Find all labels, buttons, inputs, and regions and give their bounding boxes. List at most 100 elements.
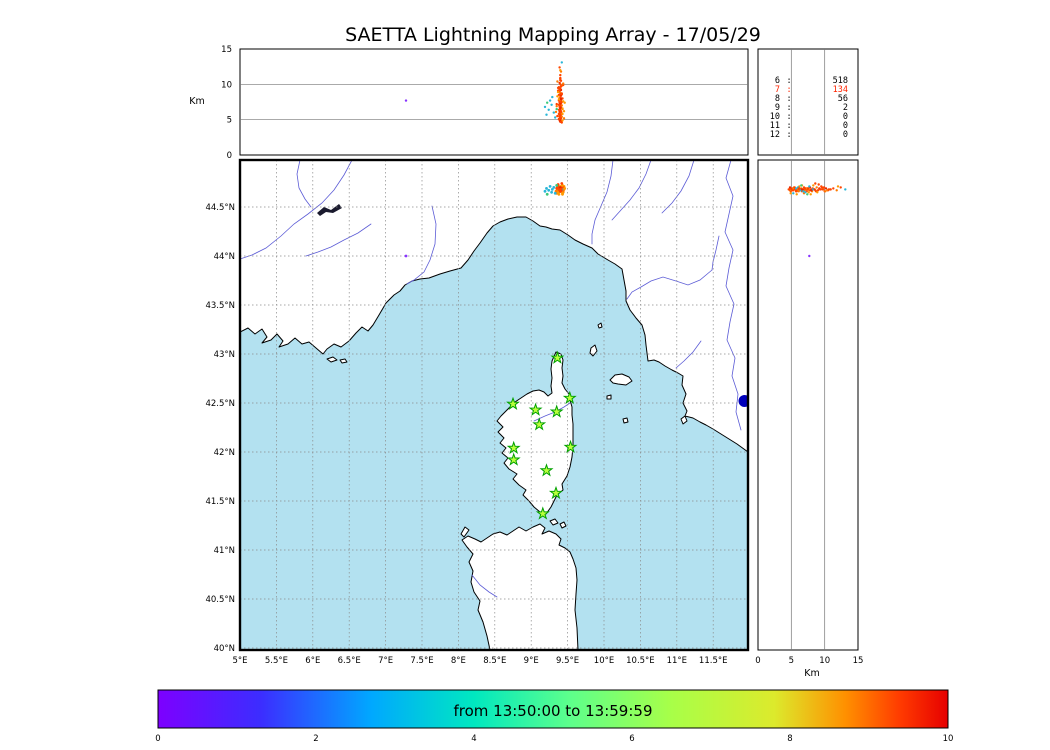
source-point-alt-lon [547, 108, 550, 112]
source-point-alt-lat [809, 193, 812, 196]
source-point-alt-lon [563, 101, 566, 104]
river-arno [626, 269, 713, 300]
colorbar: from 13:50:00 to 13:59:59 0 2 4 6 8 10 [155, 689, 953, 744]
source-point-alt-lon [556, 86, 560, 90]
source-point-map [548, 185, 552, 188]
map-lon-labels: 5°E 5.5°E 6°E 6.5°E 7°E 7.5°E 8°E 8.5°E 9°E 9.5°E… [232, 656, 727, 666]
stats-level: 7 [775, 85, 780, 95]
alt-xtick-label: 0 [755, 656, 760, 666]
lat-tick-label: 42°N [214, 448, 235, 458]
source-point-map [561, 191, 564, 195]
source-point-alt-lon [559, 113, 562, 116]
stats-row: 9: 2 [775, 103, 848, 113]
alt-ytick-label: 15 [221, 45, 232, 55]
source-point-alt-lat [808, 185, 811, 188]
stats-colon: : [786, 85, 791, 95]
stats-count: 56 [838, 94, 848, 104]
source-point-alt-lat [803, 187, 806, 190]
source-point-alt-lon [559, 93, 562, 96]
alt-lon-panel: 0 5 10 15 Km [189, 45, 749, 161]
source-point-alt-lon [562, 82, 565, 85]
lat-tick-label: 41°N [214, 546, 235, 556]
figure-title: SAETTA Lightning Mapping Array - 17/05/2… [345, 24, 761, 46]
lon-tick-label: 7°E [378, 656, 393, 666]
lon-tick-label: 10.5°E [626, 656, 655, 666]
island-giglio [680, 415, 688, 425]
source-point-alt-lon [545, 113, 548, 116]
lat-tick-label: 42.5°N [205, 399, 235, 409]
stats-frame [757, 48, 859, 156]
station-marker [506, 440, 521, 455]
source-point-alt-lon [559, 107, 562, 110]
island-gorgona [597, 322, 603, 329]
alt-lat-points [787, 182, 847, 258]
map-frame [238, 158, 750, 652]
source-point-map [550, 188, 554, 191]
source-point-alt-lat [797, 190, 800, 193]
source-point-alt-lat [789, 192, 792, 195]
colorbar-label: from 13:50:00 to 13:59:59 [453, 702, 652, 720]
stats-count: 518 [833, 76, 848, 86]
stats-count: 2 [843, 103, 848, 113]
alt-xtick-label: 5 [789, 656, 794, 666]
station-marker [535, 506, 550, 520]
source-point-alt-lon [556, 114, 559, 118]
source-point-alt-lon [556, 90, 560, 94]
colorbar-tick-label: 8 [787, 734, 792, 744]
station-marker [528, 402, 543, 416]
lon-tick-label: 10°E [594, 656, 614, 666]
sardinia [461, 523, 579, 650]
stats-colon: : [786, 76, 791, 86]
island-pianosa [606, 394, 612, 400]
stats-row: 11: 0 [770, 121, 848, 131]
source-point-alt-lat [808, 254, 811, 258]
stats-level: 9 [775, 103, 780, 113]
source-point-map [545, 192, 549, 196]
river-tiber [724, 160, 742, 431]
alt-ytick-label: 0 [227, 151, 232, 161]
source-point-alt-lon [554, 110, 558, 114]
colorbar-gradient [157, 689, 949, 729]
station-marker [549, 404, 564, 418]
source-point-alt-lon [557, 98, 561, 101]
source-point-alt-lon [404, 99, 408, 102]
alt-xtick-label: 10 [819, 656, 830, 666]
stats-colon: : [786, 130, 791, 140]
source-point-alt-lat [806, 193, 809, 196]
lat-tick-label: 40.5°N [205, 595, 235, 605]
source-point-alt-lat [817, 183, 820, 186]
source-point-map [545, 187, 548, 190]
stats-row: 10: 0 [770, 112, 848, 122]
source-point-alt-lon [559, 97, 563, 100]
source-point-alt-lat [812, 184, 815, 187]
source-point-alt-lon [552, 111, 555, 114]
alt-lon-ytick-labels: 0 5 10 15 [221, 45, 232, 161]
lon-tick-label: 11.5°E [699, 656, 728, 666]
stats-count: 134 [833, 85, 848, 95]
source-point-alt-lat [827, 188, 830, 191]
station-marker [563, 439, 578, 454]
island-hyeres-1 [326, 356, 338, 363]
source-point-alt-lon [559, 73, 562, 77]
river-durance-tributary [296, 160, 312, 208]
map-sources [404, 182, 748, 407]
river-var [406, 205, 437, 285]
source-point-map [404, 254, 408, 258]
stats-count: 0 [843, 112, 848, 122]
colorbar-tick-label: 4 [471, 734, 476, 744]
alt-lat-axis-label: Km [804, 668, 819, 679]
stats-row: 12: 0 [770, 130, 848, 140]
lat-tick-label: 43°N [214, 350, 235, 360]
source-point-alt-lon [559, 100, 562, 104]
source-point-alt-lat [794, 187, 798, 190]
source-point-alt-lat [788, 186, 792, 189]
source-point-alt-lat [807, 191, 810, 194]
source-point-alt-lat [816, 189, 820, 192]
source-point-alt-lon [554, 116, 557, 119]
stats-level: 8 [775, 94, 780, 104]
source-point-alt-lon [555, 102, 558, 106]
alt-lon-frame [239, 48, 749, 156]
source-point-alt-lat [824, 190, 827, 193]
source-point-alt-lon [559, 83, 562, 86]
